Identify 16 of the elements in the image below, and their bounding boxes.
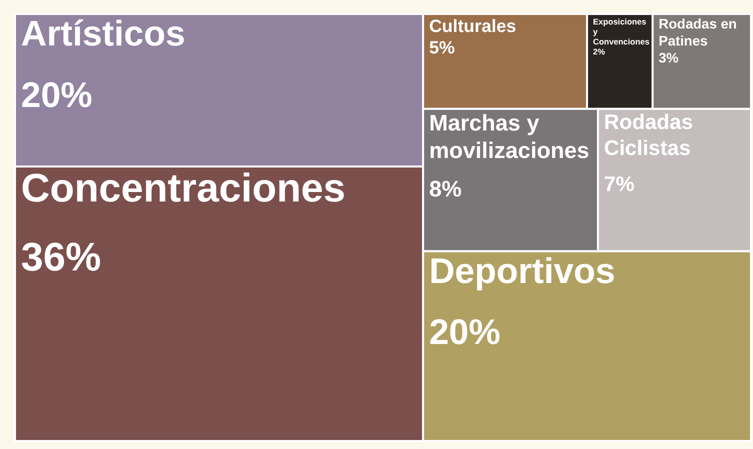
data-label: 7% <box>604 173 635 196</box>
data-label: 5% <box>429 38 455 58</box>
data-label: 3% <box>658 50 679 66</box>
data-label: 8% <box>429 176 462 202</box>
category-label: Exposiciones y Convenciones <box>593 17 650 47</box>
category-label: Deportivos <box>429 250 616 291</box>
category-label: Culturales <box>429 16 516 36</box>
category-label: Rodadas en Patines <box>658 16 737 49</box>
category-label: Artísticos <box>21 14 186 54</box>
data-label: 20% <box>21 74 92 115</box>
data-label: 2% <box>593 48 606 57</box>
data-label: 20% <box>429 312 500 352</box>
category-label: Marchas y movilizaciones <box>429 110 590 163</box>
data-label: 36% <box>21 235 102 280</box>
category-label: Rodadas Ciclistas <box>604 111 693 160</box>
category-label: Concentraciones <box>21 166 346 211</box>
